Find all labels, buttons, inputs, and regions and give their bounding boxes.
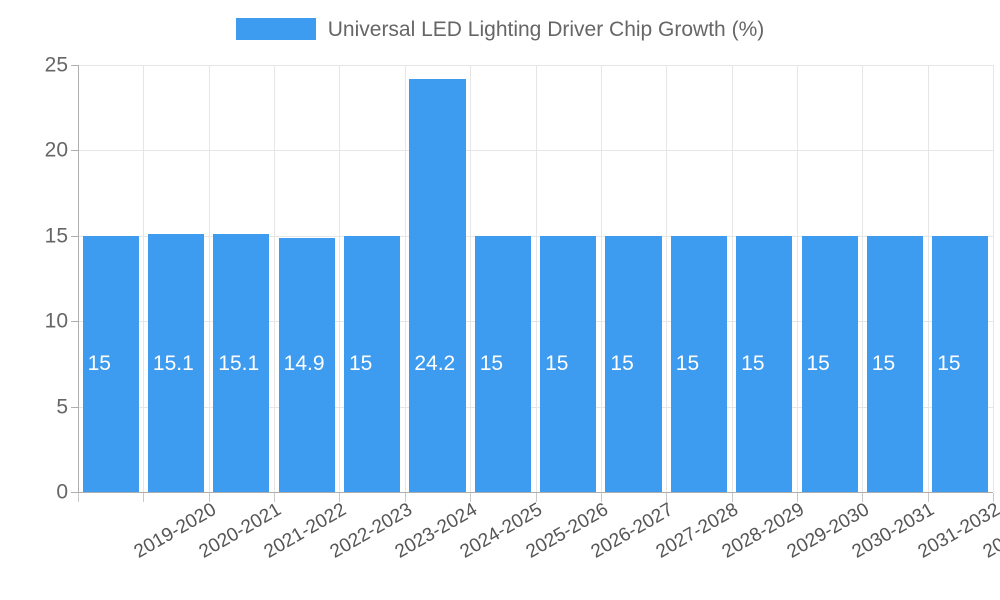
gridline-vertical [600, 65, 602, 492]
x-axis-tick-mark [731, 493, 733, 502]
x-axis-tick-mark [143, 493, 145, 502]
gridline-vertical [731, 65, 733, 492]
x-axis-tick-mark [535, 493, 537, 502]
bar-value-label: 15.1 [218, 352, 260, 375]
gridline-vertical [208, 65, 210, 492]
gridline-vertical [274, 65, 276, 492]
x-axis-tick-mark [600, 493, 602, 502]
x-axis-tick-mark [666, 493, 668, 502]
bar-value-label: 15 [871, 352, 896, 375]
legend-label: Universal LED Lighting Driver Chip Growt… [327, 17, 765, 41]
gridline-vertical [404, 65, 406, 492]
chart-legend: Universal LED Lighting Driver Chip Growt… [0, 14, 1000, 44]
y-axis-tick-label: 5 [56, 395, 68, 419]
bar[interactable]: 15.1 [213, 234, 270, 492]
gridline-vertical [535, 65, 537, 492]
y-axis-tick-mark [71, 235, 78, 237]
bar[interactable]: 15 [605, 235, 662, 492]
bar[interactable]: 15 [866, 235, 924, 492]
x-axis-line [78, 492, 993, 493]
x-axis-tick-mark [404, 493, 406, 502]
bar[interactable]: 14.9 [278, 237, 335, 492]
y-axis-tick-mark [71, 150, 78, 152]
bar-value-label: 15 [806, 352, 830, 375]
x-axis-tick-mark [208, 493, 210, 502]
y-axis-tick-mark [71, 406, 78, 408]
gridline-vertical [470, 65, 472, 492]
bar-value-label: 15 [349, 352, 373, 375]
bar-value-label: 15 [675, 352, 700, 375]
bar-value-label: 15.1 [152, 352, 194, 375]
y-axis-tick-label: 20 [44, 138, 68, 162]
gridline-vertical [339, 65, 341, 492]
x-axis-tick-mark [927, 493, 929, 502]
y-axis-line [78, 65, 79, 493]
bar[interactable]: 15.1 [147, 234, 205, 492]
y-axis-tick-label: 0 [56, 480, 68, 504]
bar-value-label: 15 [741, 352, 765, 375]
gridline-vertical [993, 65, 994, 492]
gridline-vertical [862, 65, 864, 492]
bar[interactable]: 15 [670, 235, 727, 492]
x-axis-tick-mark [470, 493, 472, 502]
y-axis-tick-mark [71, 492, 78, 493]
bar[interactable]: 15 [344, 235, 401, 492]
bar[interactable]: 15 [736, 235, 793, 492]
x-axis-tick-mark [862, 493, 864, 502]
y-axis-tick-mark [71, 321, 78, 323]
y-axis-tick-label: 10 [44, 309, 68, 333]
bar-value-label: 15 [610, 352, 634, 375]
bar[interactable]: 24.2 [409, 78, 466, 492]
y-axis-tick-labels: 0 5 10 15 20 25 [0, 0, 78, 600]
bar[interactable]: 15 [801, 235, 858, 492]
bar-value-label: 15 [479, 352, 504, 375]
bar[interactable]: 15 [540, 235, 597, 492]
plot-area: 15 15.1 15.1 14.9 15 24.2 15 15 15 15 15 15 15 15 [78, 65, 994, 493]
y-axis-tick-mark [71, 65, 78, 66]
bar[interactable]: 15 [82, 235, 139, 492]
bar[interactable]: 15 [474, 235, 531, 492]
y-axis-tick-label: 15 [44, 224, 68, 248]
legend-color-swatch [235, 18, 316, 40]
bar[interactable]: 15 [932, 235, 989, 492]
bar-value-label: 15 [937, 352, 961, 375]
gridline-vertical [143, 65, 145, 492]
y-axis-tick-label: 25 [44, 53, 68, 77]
gridline-vertical [927, 65, 929, 492]
x-axis-tick-mark [993, 493, 994, 502]
x-axis-tick-mark [339, 493, 341, 502]
x-axis-tick-mark [274, 493, 276, 502]
x-axis-tick-mark [78, 493, 79, 502]
x-axis-tick-mark [796, 493, 798, 502]
gridline-vertical [666, 65, 668, 492]
bar-value-label: 24.2 [414, 352, 456, 375]
bar-value-label: 14.9 [283, 352, 325, 375]
bar-value-label: 15 [87, 352, 111, 375]
gridline-vertical [796, 65, 798, 492]
bar-value-label: 15 [545, 352, 569, 375]
